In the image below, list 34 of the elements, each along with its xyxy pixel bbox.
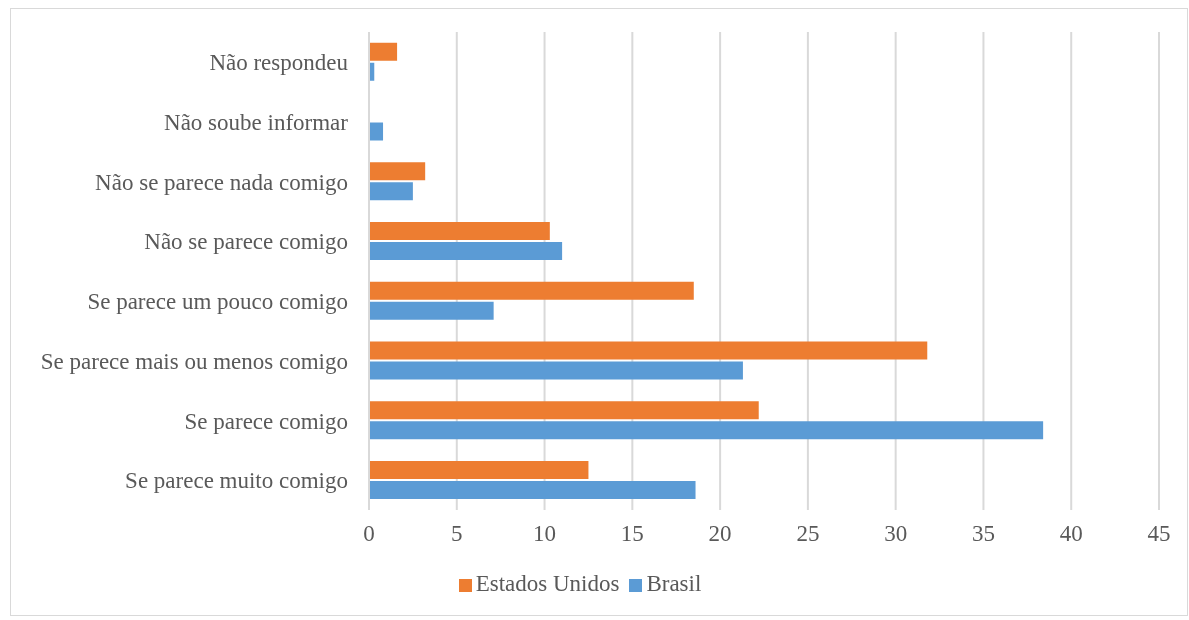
y-tick-label: Não soube informar (164, 109, 349, 135)
y-tick-label: Se parece muito comigo (125, 468, 348, 494)
bar (369, 281, 694, 300)
x-tick-label: 5 (451, 521, 463, 547)
x-tick-label: 15 (620, 521, 644, 547)
bar (369, 42, 398, 61)
bar (369, 341, 928, 360)
bar (369, 122, 384, 141)
bar (369, 481, 696, 500)
y-tick-label: Não se parece nada comigo (95, 169, 348, 195)
x-tick-label: 10 (533, 521, 557, 547)
bar (369, 421, 1044, 440)
x-tick-label: 0 (363, 521, 375, 547)
bar (369, 401, 759, 420)
legend-label: Estados Unidos (475, 571, 620, 596)
x-tick-label: 20 (708, 521, 732, 547)
bar (369, 222, 550, 241)
bar (369, 182, 413, 201)
x-tick-label: 40 (1059, 521, 1083, 547)
bar (369, 162, 426, 181)
bar (369, 461, 589, 480)
y-tick-label: Não se parece comigo (144, 229, 348, 255)
bar (369, 361, 743, 380)
bar (369, 301, 494, 320)
y-tick-label: Não respondeu (209, 50, 349, 76)
x-tick-label: 45 (1147, 521, 1171, 547)
x-tick-label: 30 (884, 521, 908, 547)
x-tick-label: 35 (971, 521, 995, 547)
y-tick-label: Se parece comigo (184, 408, 348, 434)
x-tick-label: 25 (796, 521, 820, 547)
y-tick-label: Se parece mais ou menos comigo (40, 348, 348, 374)
bar (369, 242, 563, 261)
legend-label: Brasil (646, 571, 702, 596)
y-tick-label: Se parece um pouco comigo (87, 289, 348, 315)
